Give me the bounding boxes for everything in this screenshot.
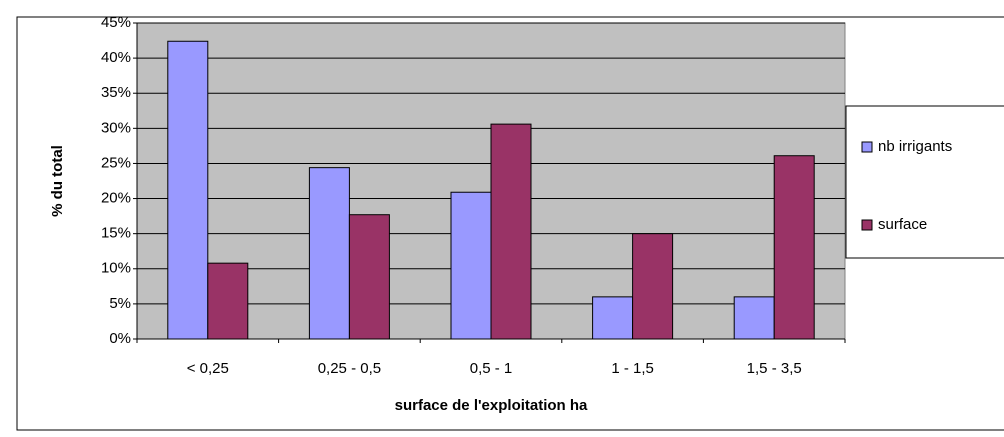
y-tick-label: 5%: [109, 295, 131, 312]
y-tick-label: 30%: [101, 119, 131, 136]
x-axis-title: surface de l'exploitation ha: [395, 397, 588, 414]
y-axis-title: % du total: [49, 145, 66, 217]
bar: [308, 167, 350, 340]
legend-marker: [861, 219, 873, 231]
legend-box: [845, 105, 1004, 259]
x-tick-label: 1,5 - 3,5: [747, 360, 802, 377]
bar: [632, 233, 674, 340]
y-tick-label: 45%: [101, 14, 131, 31]
bar: [490, 123, 532, 340]
x-tick-label: 0,5 - 1: [470, 360, 513, 377]
x-tick-label: 0,25 - 0,5: [318, 360, 381, 377]
bar: [207, 262, 249, 340]
y-tick-label: 0%: [109, 330, 131, 347]
legend-marker: [861, 141, 873, 153]
bar: [450, 191, 492, 340]
x-tick-label: 1 - 1,5: [611, 360, 654, 377]
bar: [167, 40, 209, 340]
y-tick-label: 20%: [101, 190, 131, 207]
bar: [773, 155, 815, 340]
legend-label: surface: [878, 216, 927, 233]
bar: [733, 296, 775, 340]
y-tick-label: 10%: [101, 260, 131, 277]
bar: [348, 214, 390, 340]
y-tick-label: 15%: [101, 225, 131, 242]
legend-label: nb irrigants: [878, 138, 952, 155]
y-tick-label: 35%: [101, 84, 131, 101]
x-tick-label: < 0,25: [187, 360, 229, 377]
y-tick-label: 25%: [101, 154, 131, 171]
y-tick-label: 40%: [101, 49, 131, 66]
bar: [592, 296, 634, 340]
